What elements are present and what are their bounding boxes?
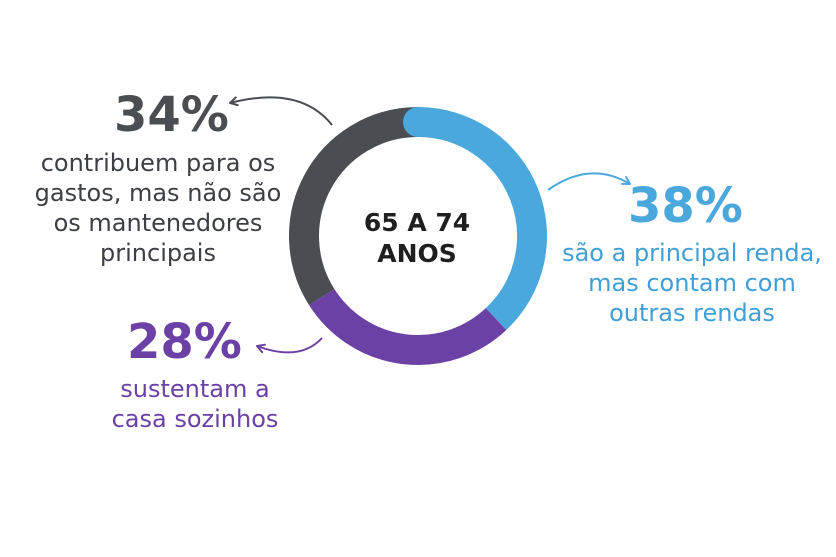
donut-slice-28 (309, 288, 507, 365)
description-34: contribuem para os gastos, mas não são o… (22, 148, 294, 268)
center-label-line-1: 65 A 74 (363, 208, 471, 237)
percent-28-label: 28% (127, 314, 242, 370)
donut-slice-34 (289, 107, 419, 306)
description-38-line: são a principal renda, (562, 239, 822, 267)
description-28: sustentam a casa sozinhos (90, 374, 300, 434)
center-label-line-2: ANOS (377, 239, 457, 268)
description-34-line: os mantenedores (53, 209, 263, 237)
arrow-28-icon (256, 337, 323, 354)
donut-slice-cap (403, 107, 433, 137)
arrow-34-icon (229, 96, 333, 126)
donut-slice-38 (417, 107, 547, 331)
percent-38-label: 38% (628, 178, 743, 234)
description-34-line: gastos, mas não são (34, 179, 282, 207)
description-28-line: casa sozinhos (111, 405, 279, 433)
center-label: 65 A 74 ANOS (337, 207, 497, 269)
percent-34-label: 34% (114, 87, 229, 143)
description-38: são a principal renda, mas contam com ou… (548, 238, 836, 328)
description-38-line: outras rendas (609, 299, 775, 327)
description-38-line: mas contam com (588, 269, 796, 297)
description-34-line: principais (100, 239, 216, 267)
description-28-line: sustentam a (120, 375, 270, 403)
description-34-line: contribuem para os (40, 149, 276, 177)
arrow-38-icon (547, 172, 631, 191)
